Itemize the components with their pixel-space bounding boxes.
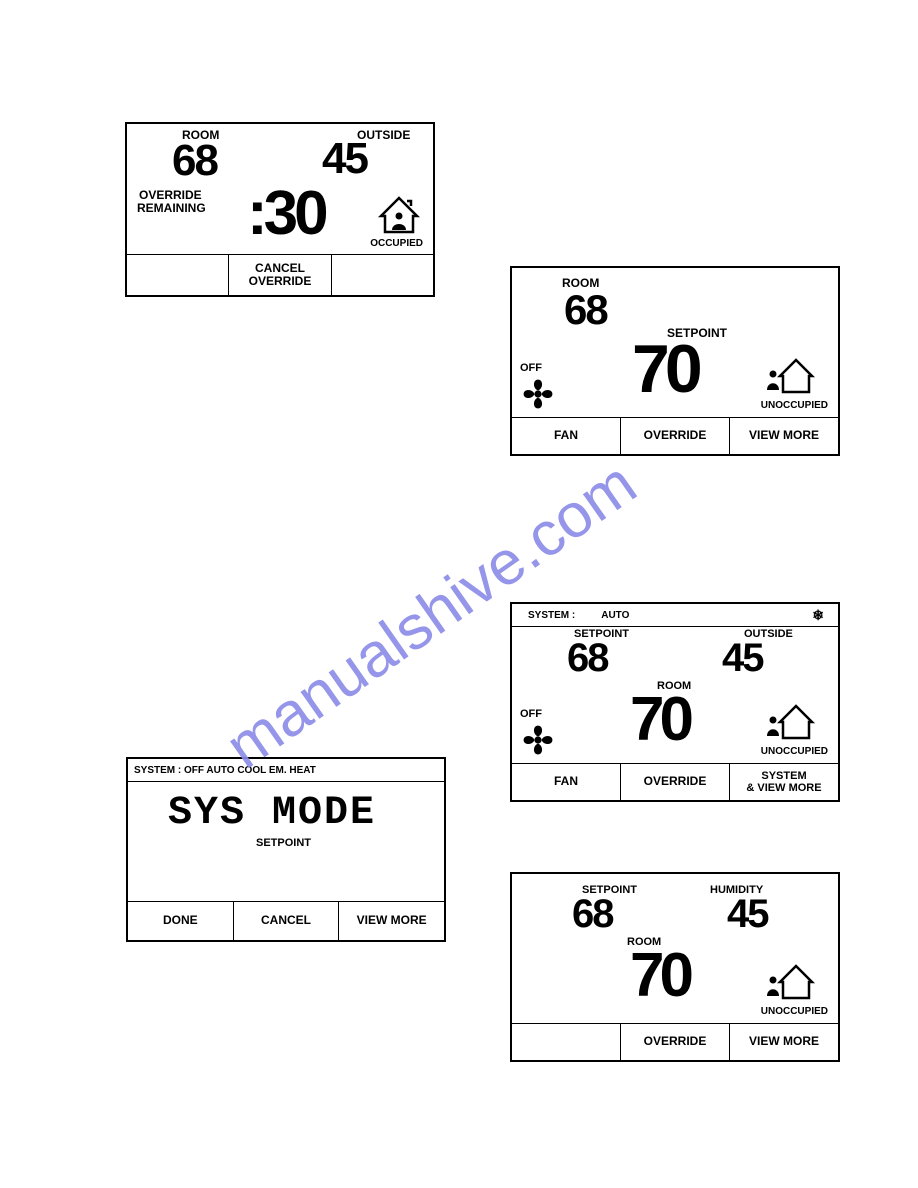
- fan-off-label: OFF: [520, 708, 542, 720]
- room-temp-value: 68: [564, 286, 607, 334]
- thermostat-screen-humidity: SETPOINT 68 HUMIDITY 45 ROOM 70 UNOCCUPI…: [510, 872, 840, 1062]
- fan-button[interactable]: FAN: [512, 418, 621, 454]
- humidity-value: 45: [727, 892, 768, 937]
- empty-button-right: [332, 255, 433, 295]
- system-label: SYSTEM :: [528, 610, 575, 621]
- house-unoccupied-icon: [766, 960, 816, 1009]
- setpoint-label: SETPOINT: [256, 837, 311, 849]
- setpoint-value: 70: [632, 330, 698, 408]
- fan-icon: [520, 722, 556, 763]
- empty-button-left: [127, 255, 229, 295]
- system-bar: SYSTEM : OFF AUTO COOL EM. HEAT: [128, 759, 444, 782]
- override-button[interactable]: OVERRIDE: [621, 1024, 730, 1060]
- override-time-value: :30: [247, 178, 325, 249]
- override-label-2: REMAINING: [137, 201, 206, 215]
- cancel-button[interactable]: CANCEL: [234, 902, 340, 940]
- system-bar: SYSTEM : AUTO ❄: [512, 604, 838, 627]
- thermostat-screen-setpoint: ROOM 68 SETPOINT 70 OFF UNOCCUPIED FAN O…: [510, 266, 840, 456]
- cancel-override-label-2: OVERRIDE: [249, 275, 312, 288]
- system-view-more-label-1: SYSTEM: [761, 770, 806, 782]
- house-occupied-icon: [377, 192, 421, 241]
- house-unoccupied-icon: [766, 700, 816, 749]
- cancel-override-button[interactable]: CANCEL OVERRIDE: [229, 255, 331, 295]
- fan-off-label: OFF: [520, 362, 542, 374]
- fan-button[interactable]: FAN: [512, 764, 621, 800]
- thermostat-screen-sys-mode: SYSTEM : OFF AUTO COOL EM. HEAT SYS MODE…: [126, 757, 446, 942]
- override-button[interactable]: OVERRIDE: [621, 418, 730, 454]
- system-view-more-label-2: & VIEW MORE: [746, 782, 821, 794]
- room-value: 70: [630, 684, 689, 755]
- outside-temp-value: 45: [322, 134, 367, 184]
- system-bar-text: SYSTEM : OFF AUTO COOL EM. HEAT: [134, 765, 316, 776]
- sys-mode-text: SYS MODE: [168, 791, 376, 836]
- override-button[interactable]: OVERRIDE: [621, 764, 730, 800]
- unoccupied-label: UNOCCUPIED: [761, 400, 828, 411]
- view-more-button[interactable]: VIEW MORE: [730, 418, 838, 454]
- system-mode-value: AUTO: [601, 610, 629, 621]
- done-button[interactable]: DONE: [128, 902, 234, 940]
- occupied-label: OCCUPIED: [370, 238, 423, 249]
- unoccupied-label: UNOCCUPIED: [761, 1006, 828, 1017]
- setpoint-value: 68: [567, 636, 608, 681]
- room-temp-value: 68: [172, 136, 217, 186]
- thermostat-screen-system-auto: SYSTEM : AUTO ❄ SETPOINT 68 OUTSIDE 45 R…: [510, 602, 840, 802]
- room-value: 70: [630, 940, 689, 1011]
- view-more-button[interactable]: VIEW MORE: [730, 1024, 838, 1060]
- setpoint-value: 68: [572, 892, 613, 937]
- thermostat-screen-override-remaining: ROOM 68 OUTSIDE 45 OVERRIDE REMAINING :3…: [125, 122, 435, 297]
- override-label-1: OVERRIDE: [139, 188, 202, 202]
- outside-value: 45: [722, 636, 763, 681]
- unoccupied-label: UNOCCUPIED: [761, 746, 828, 757]
- house-unoccupied-icon: [766, 354, 816, 403]
- view-more-button[interactable]: VIEW MORE: [339, 902, 444, 940]
- snowflake-icon: ❄: [812, 607, 824, 624]
- system-view-more-button[interactable]: SYSTEM & VIEW MORE: [730, 764, 838, 800]
- fan-icon: [520, 376, 556, 417]
- empty-button: [512, 1024, 621, 1060]
